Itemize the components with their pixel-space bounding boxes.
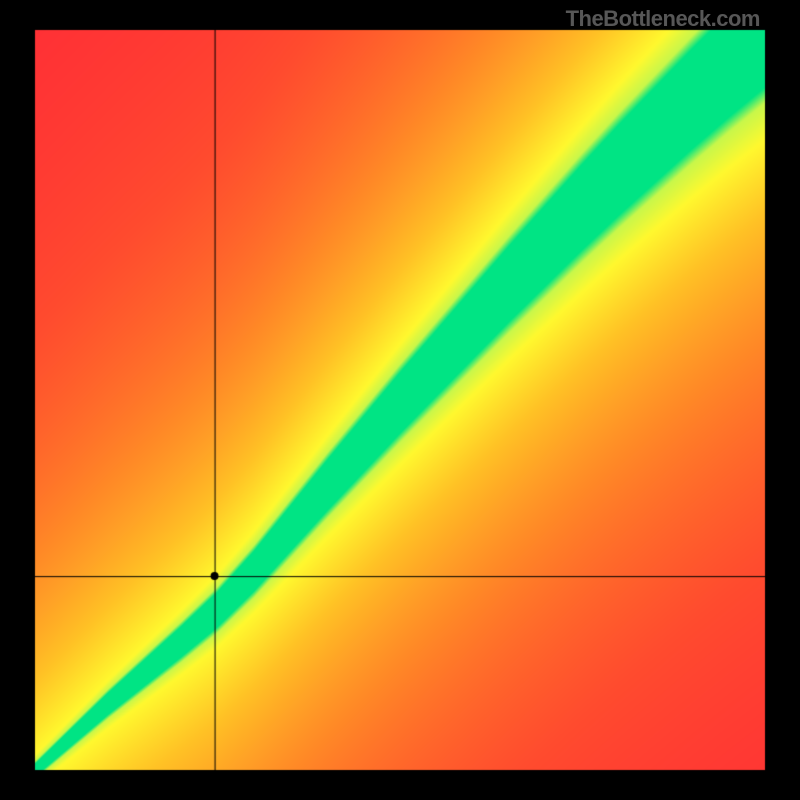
bottleneck-heatmap bbox=[0, 0, 800, 800]
chart-container: TheBottleneck.com bbox=[0, 0, 800, 800]
attribution-text: TheBottleneck.com bbox=[566, 6, 760, 32]
